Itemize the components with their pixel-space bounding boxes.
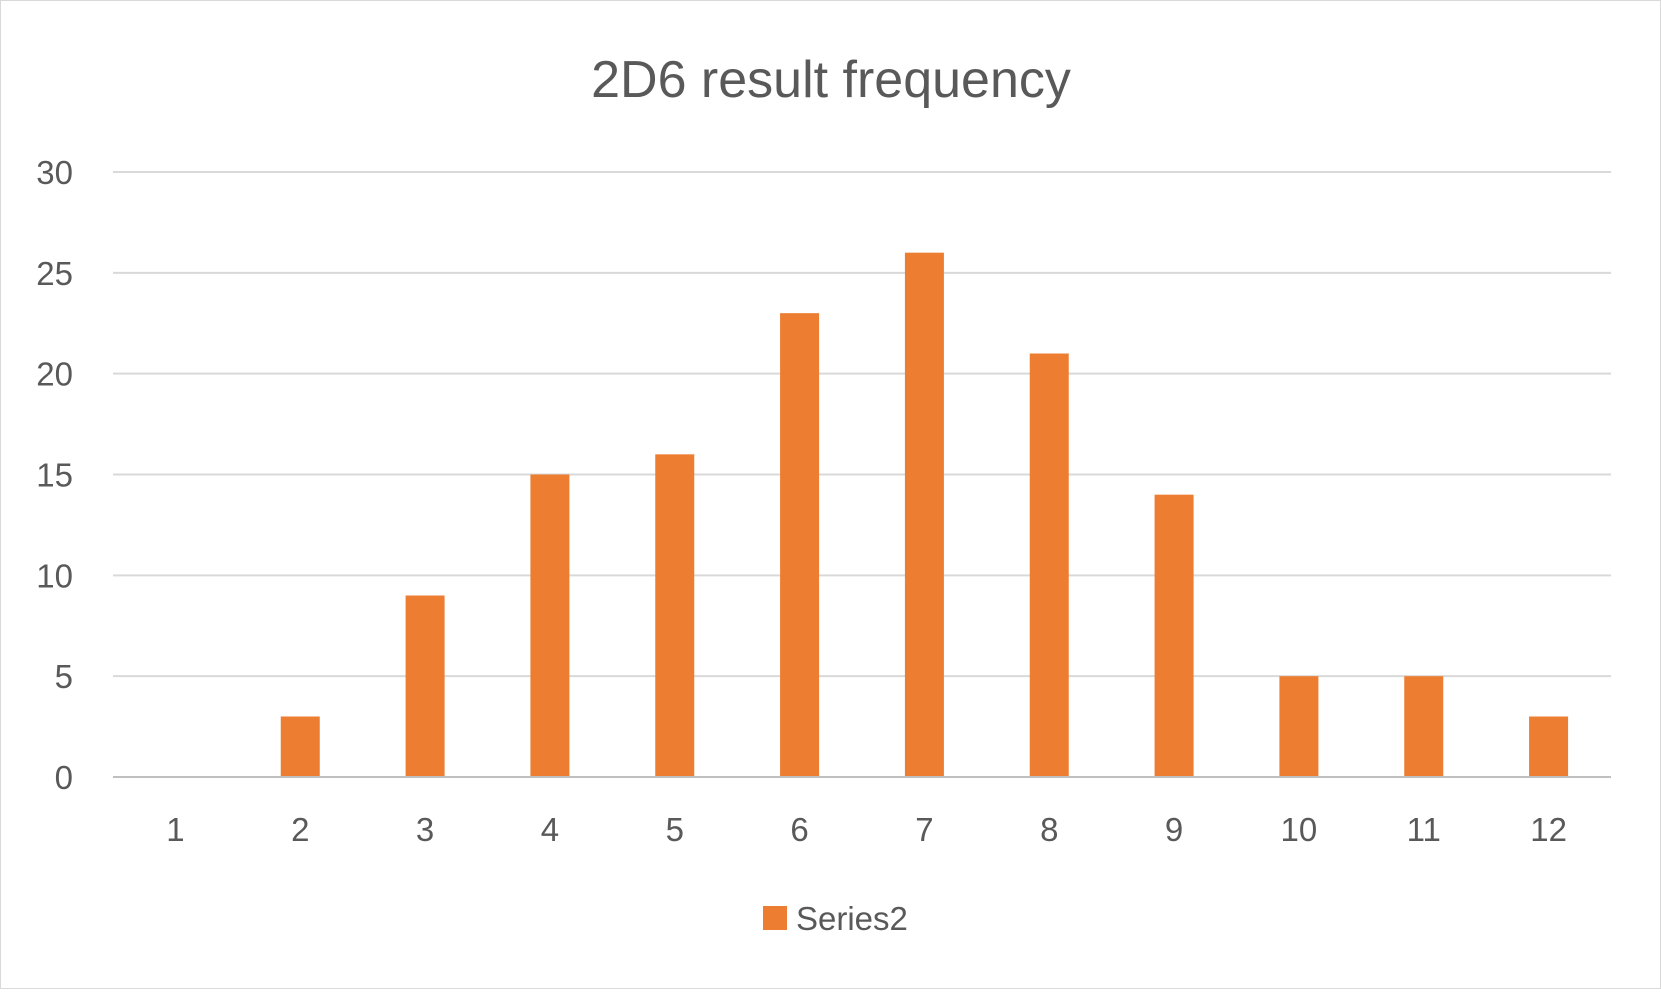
x-axis-ticks: 1 2 3 4 5 6 7 8 9 10 11 12 [166,811,1567,848]
legend-swatch [763,906,787,930]
x-tick-label: 4 [541,811,559,848]
y-tick-label: 20 [36,356,73,393]
x-tick-label: 11 [1407,811,1441,848]
y-tick-label: 25 [36,255,73,292]
x-tick-label: 2 [291,811,309,848]
x-tick-label: 8 [1040,811,1058,848]
y-axis-ticks: 0 5 10 15 20 25 30 [36,154,73,796]
y-tick-label: 0 [55,759,73,796]
x-tick-label: 3 [416,811,434,848]
y-tick-label: 15 [36,457,73,494]
bar [1279,676,1319,777]
bar [1154,494,1194,777]
x-tick-label: 12 [1530,811,1567,848]
x-tick-label: 9 [1165,811,1183,848]
bar [904,252,944,777]
bar [655,454,695,777]
bar [1529,716,1569,777]
bar [780,313,820,777]
legend-label: Series2 [796,900,908,937]
gridlines [113,171,1611,678]
chart-title: 2D6 result frequency [591,51,1071,109]
bars [280,252,1569,777]
x-tick-label: 10 [1281,811,1318,848]
bar [1404,676,1444,777]
bar [405,595,445,777]
x-tick-label: 7 [915,811,933,848]
x-tick-label: 6 [790,811,808,848]
y-tick-label: 5 [55,658,73,695]
x-tick-label: 1 [166,811,184,848]
bar [280,716,320,777]
y-tick-label: 30 [36,154,73,191]
y-tick-label: 10 [36,557,73,594]
bar [530,474,570,777]
bar [1029,353,1069,777]
x-tick-label: 5 [666,811,684,848]
legend: Series2 [763,900,908,937]
